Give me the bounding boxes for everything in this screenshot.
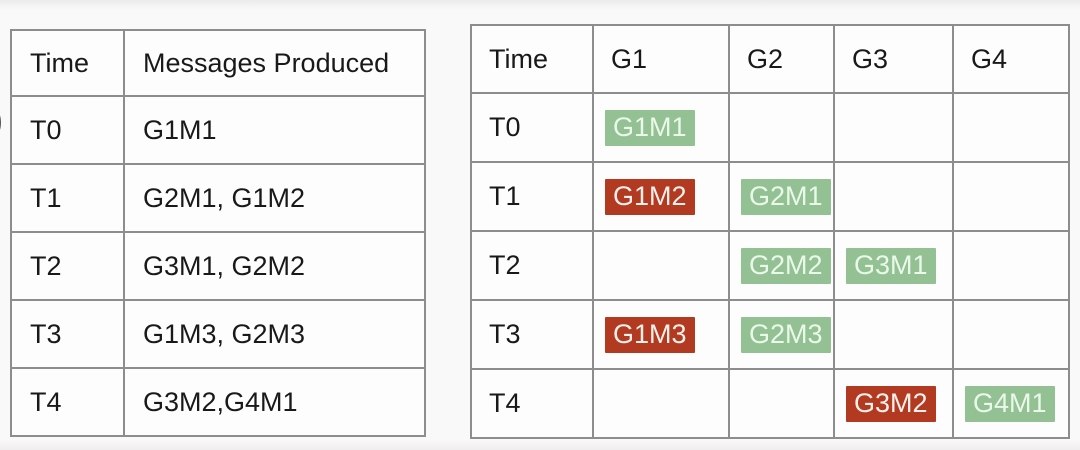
group-cell-g2: G2M2 — [728, 230, 835, 301]
group-cell-g3: G3M1 — [833, 230, 954, 301]
time-cell: T3 — [10, 299, 125, 369]
clipped-parenthesis-glyph: ) — [0, 98, 3, 143]
message-badge: G2M2 — [741, 247, 831, 284]
column-header-g4: G4 — [952, 24, 1070, 94]
time-cell: T4 — [470, 368, 594, 439]
group-cell-g1: G1M1 — [592, 92, 730, 163]
messages-cell: G3M2,G4M1 — [123, 367, 426, 437]
message-badge: G3M1 — [846, 247, 936, 284]
message-badge: G1M2 — [605, 178, 695, 215]
time-cell: T4 — [10, 367, 125, 437]
column-header-g3: G3 — [833, 24, 954, 94]
group-cell-g1 — [592, 230, 730, 301]
group-cell-g3 — [833, 161, 954, 232]
group-cell-g4 — [952, 161, 1070, 232]
table-row: T3 G1M3, G2M3 — [10, 299, 426, 369]
message-badge: G2M3 — [741, 316, 831, 353]
table-row: T2 G3M1, G2M2 — [10, 231, 426, 301]
table-row: T0 G1M1 — [470, 92, 1070, 163]
table-row: T0 G1M1 — [10, 95, 426, 165]
message-badge: G1M3 — [605, 316, 695, 353]
group-cell-g2 — [728, 368, 835, 439]
group-cell-g3 — [833, 299, 954, 370]
group-cell-g1: G1M2 — [592, 161, 730, 232]
time-cell: T0 — [470, 92, 594, 163]
table-row: T1 G1M2 G2M1 — [470, 161, 1070, 232]
message-badge: G2M1 — [741, 178, 831, 215]
group-cell-g3 — [833, 92, 954, 163]
message-badge: G1M1 — [605, 109, 695, 146]
group-cell-g1: G1M3 — [592, 299, 730, 370]
column-header-g2: G2 — [728, 24, 835, 94]
column-header-time: Time — [10, 29, 125, 97]
group-cell-g2 — [728, 92, 835, 163]
messages-cell: G2M1, G1M2 — [123, 163, 426, 233]
group-cell-g1 — [592, 368, 730, 439]
time-cell: T1 — [470, 161, 594, 232]
group-cell-g3: G3M2 — [833, 368, 954, 439]
group-cell-g4 — [952, 299, 1070, 370]
group-cell-g2: G2M1 — [728, 161, 835, 232]
time-cell: T3 — [470, 299, 594, 370]
table-row: T4 G3M2 G4M1 — [470, 368, 1070, 439]
table-row: T2 G2M2 G3M1 — [470, 230, 1070, 301]
time-cell: T2 — [470, 230, 594, 301]
column-header-g1: G1 — [592, 24, 730, 94]
time-cell: T2 — [10, 231, 125, 301]
message-badge: G4M1 — [965, 385, 1055, 422]
group-cell-g4: G4M1 — [952, 368, 1070, 439]
messages-cell: G3M1, G2M2 — [123, 231, 426, 301]
column-header-time: Time — [470, 24, 594, 94]
group-cell-g4 — [952, 92, 1070, 163]
messages-cell: G1M3, G2M3 — [123, 299, 426, 369]
message-badge: G3M2 — [846, 385, 936, 422]
column-header-messages-produced: Messages Produced — [123, 29, 426, 97]
messages-cell: G1M1 — [123, 95, 426, 165]
table-row: T3 G1M3 G2M3 — [470, 299, 1070, 370]
time-cell: T1 — [10, 163, 125, 233]
table-header-row: Time G1 G2 G3 G4 — [470, 24, 1070, 94]
group-distribution-table: Time G1 G2 G3 G4 T0 G1M1 T1 G1M2 G2M1 T2… — [470, 24, 1070, 439]
table-row: T4 G3M2,G4M1 — [10, 367, 426, 437]
group-cell-g2: G2M3 — [728, 299, 835, 370]
group-cell-g4 — [952, 230, 1070, 301]
messages-produced-table: Time Messages Produced T0 G1M1 T1 G2M1, … — [10, 29, 426, 437]
table-row: T1 G2M1, G1M2 — [10, 163, 426, 233]
table-header-row: Time Messages Produced — [10, 29, 426, 97]
time-cell: T0 — [10, 95, 125, 165]
